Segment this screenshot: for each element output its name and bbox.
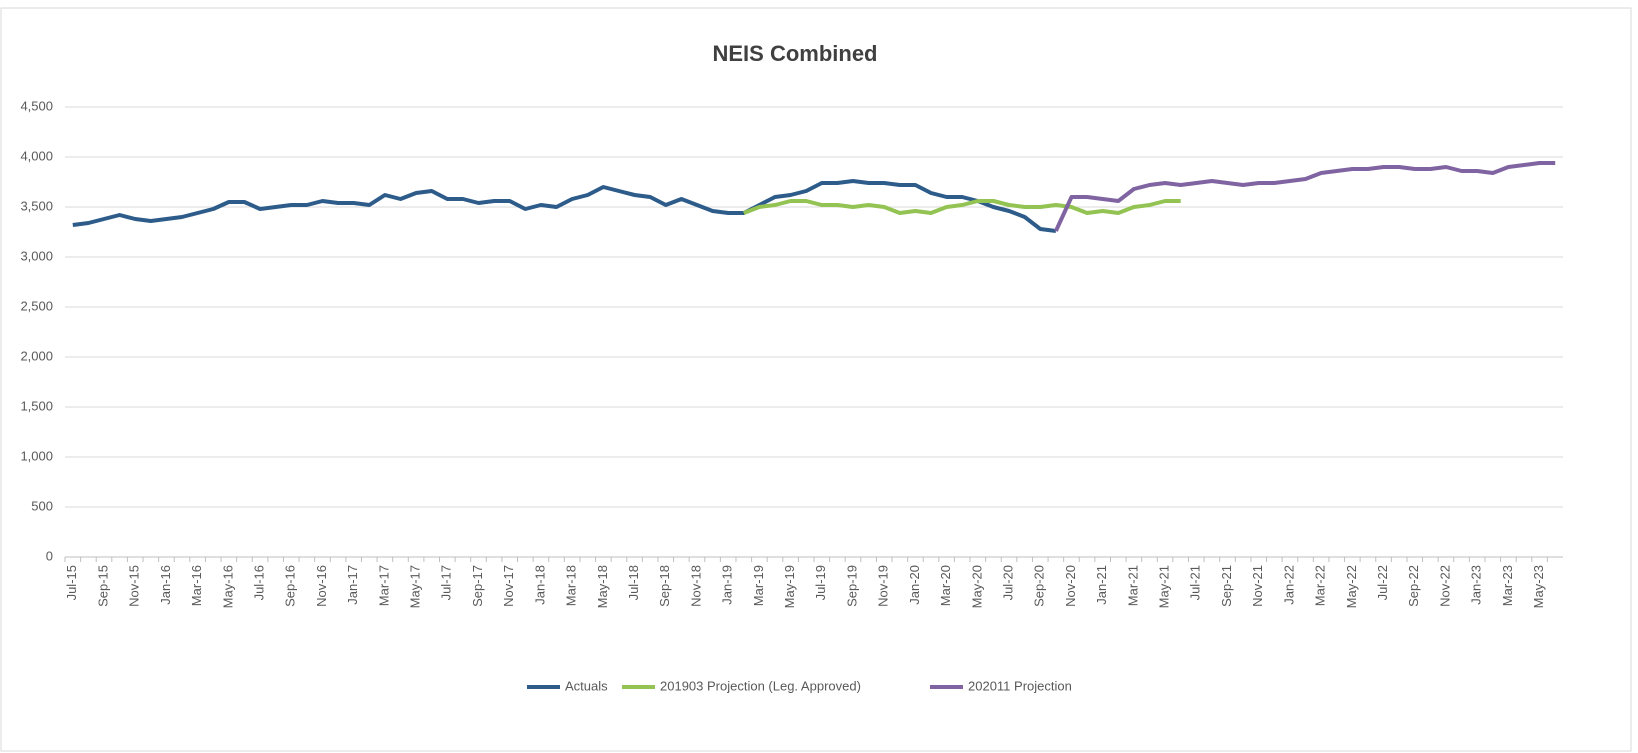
series-line [1054, 161, 1556, 232]
x-tick-label: Jan-19 [720, 565, 735, 605]
x-tick-label: Jul-18 [626, 565, 641, 600]
legend-label: 202011 Projection [968, 678, 1072, 693]
x-tick-label: Nov-18 [688, 565, 703, 607]
x-tick-label: Jul-15 [64, 565, 79, 600]
x-tick-label: May-22 [1344, 565, 1359, 608]
x-tick-label: Nov-21 [1250, 565, 1265, 607]
x-tick-label: Mar-16 [189, 565, 204, 606]
y-tick-label: 3,500 [20, 198, 53, 213]
x-tick-label: Jan-23 [1469, 565, 1484, 605]
x-tick-label: Jan-16 [158, 565, 173, 605]
x-tick-label: Nov-15 [127, 565, 142, 607]
x-tick-label: Sep-17 [470, 565, 485, 607]
x-tick-label: Mar-22 [1313, 565, 1328, 606]
legend-label: 201903 Projection (Leg. Approved) [660, 678, 861, 693]
x-tick-label: May-19 [782, 565, 797, 608]
series-line [72, 179, 1057, 233]
y-tick-label: 500 [31, 498, 53, 513]
y-tick-label: 4,000 [20, 148, 53, 163]
x-tick-label: Mar-21 [1125, 565, 1140, 606]
chart-border [0, 7, 1632, 752]
x-tick-label: Jan-20 [907, 565, 922, 605]
x-tick-label: Mar-20 [938, 565, 953, 606]
x-tick-label: Sep-22 [1406, 565, 1421, 607]
x-tick-label: Jan-17 [345, 565, 360, 605]
x-tick-label: May-16 [220, 565, 235, 608]
y-tick-label: 2,500 [20, 298, 53, 313]
x-tick-label: Mar-17 [376, 565, 391, 606]
series-line [743, 199, 1181, 215]
x-tick-label: Nov-19 [876, 565, 891, 607]
x-tick-label: Sep-18 [657, 565, 672, 607]
x-tick-label: Nov-22 [1437, 565, 1452, 607]
y-tick-label: 1,000 [20, 448, 53, 463]
y-tick-label: 0 [46, 548, 53, 563]
x-tick-label: Sep-15 [95, 565, 110, 607]
legend-label: Actuals [565, 678, 608, 693]
x-tick-label: Mar-19 [751, 565, 766, 606]
x-tick-label: Sep-19 [844, 565, 859, 607]
x-tick-label: May-20 [969, 565, 984, 608]
x-tick-label: Sep-21 [1219, 565, 1234, 607]
x-tick-label: Jul-19 [813, 565, 828, 600]
chart-title: NEIS Combined [712, 41, 877, 66]
y-tick-label: 2,000 [20, 348, 53, 363]
x-tick-label: Jul-21 [1188, 565, 1203, 600]
y-tick-label: 3,000 [20, 248, 53, 263]
y-tick-label: 4,500 [20, 98, 53, 113]
x-tick-label: May-18 [595, 565, 610, 608]
x-tick-label: Sep-16 [283, 565, 298, 607]
x-tick-label: May-23 [1531, 565, 1546, 608]
x-tick-label: Jul-17 [439, 565, 454, 600]
x-tick-label: Mar-18 [564, 565, 579, 606]
x-tick-label: May-17 [408, 565, 423, 608]
x-tick-label: Jan-22 [1281, 565, 1296, 605]
x-tick-label: Jul-22 [1375, 565, 1390, 600]
x-tick-label: Mar-23 [1500, 565, 1515, 606]
x-tick-label: Nov-16 [314, 565, 329, 607]
x-tick-label: May-21 [1157, 565, 1172, 608]
y-tick-label: 1,500 [20, 398, 53, 413]
x-tick-label: Jul-16 [251, 565, 266, 600]
x-tick-label: Jul-20 [1000, 565, 1015, 600]
x-tick-label: Nov-20 [1063, 565, 1078, 607]
x-tick-label: Sep-20 [1032, 565, 1047, 607]
x-tick-label: Nov-17 [501, 565, 516, 607]
x-tick-label: Jan-21 [1094, 565, 1109, 605]
x-tick-label: Jan-18 [532, 565, 547, 605]
